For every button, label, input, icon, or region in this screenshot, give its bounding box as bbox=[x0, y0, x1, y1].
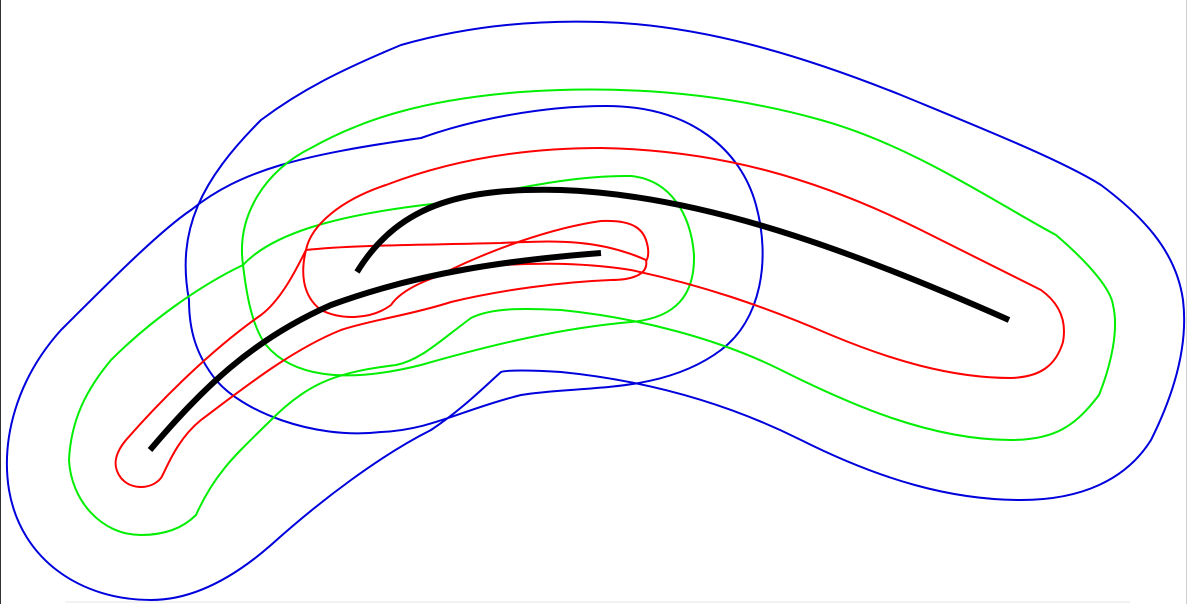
inner-offset-contour-long bbox=[302, 147, 1065, 379]
long-arc-curve bbox=[354, 186, 1011, 323]
inner-offset-contour-cap bbox=[445, 219, 650, 273]
short-arc-curve bbox=[147, 250, 602, 452]
bottom-rule bbox=[65, 601, 1130, 603]
inner-offset-contour-short bbox=[114, 240, 648, 488]
outer-offset-contour-long bbox=[6, 20, 1186, 601]
middle-offset-contour-long bbox=[68, 88, 1116, 536]
outer-offset-contour-short bbox=[188, 105, 764, 435]
